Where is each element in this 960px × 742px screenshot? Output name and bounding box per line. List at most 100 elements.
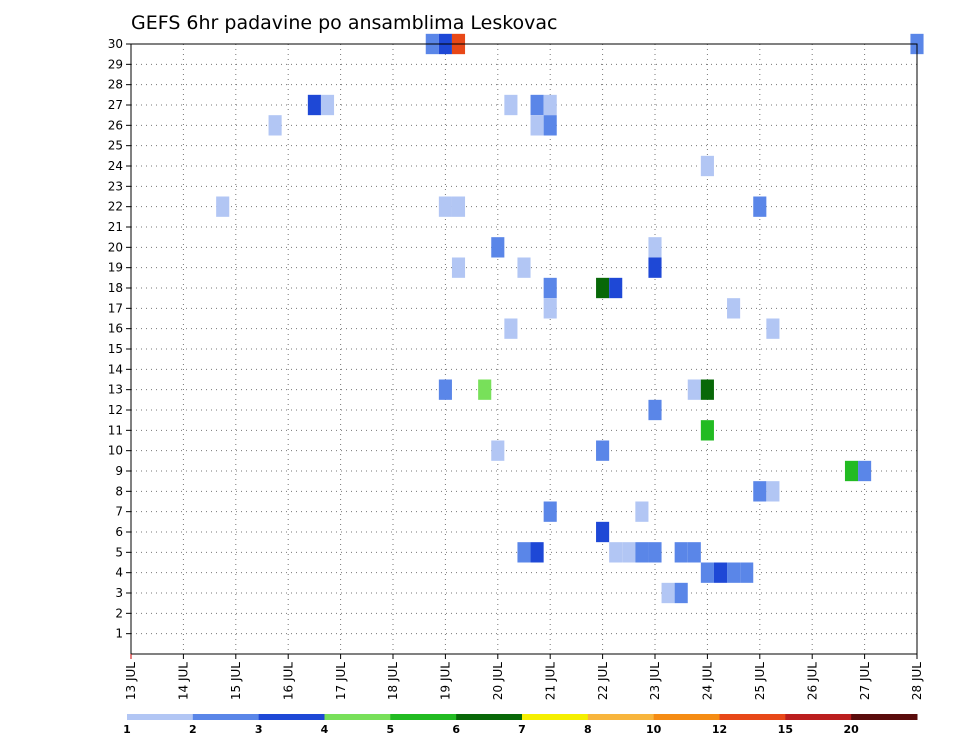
y-tick-label: 26 <box>108 118 123 132</box>
colorbar-swatch <box>851 714 918 720</box>
heatmap-cell <box>700 420 714 441</box>
colorbar-label: 7 <box>518 723 526 736</box>
heatmap-cell <box>648 237 662 258</box>
colorbar-label: 20 <box>844 723 860 736</box>
heatmap-cell <box>530 542 544 563</box>
heatmap-cell <box>766 318 780 339</box>
x-tick-label: 22 JUL <box>596 662 610 700</box>
y-tick-label: 11 <box>108 423 123 437</box>
heatmap-cell <box>451 196 466 217</box>
y-tick-label: 18 <box>108 281 123 295</box>
y-tick-label: 23 <box>108 179 123 193</box>
x-tick-label: 16 JUL <box>281 662 295 700</box>
x-tick-label: 15 JUL <box>229 662 243 700</box>
y-tick-label: 13 <box>108 383 123 397</box>
heatmap-cell <box>753 196 767 217</box>
heatmap-cell <box>543 94 557 116</box>
colorbar-swatch <box>522 714 589 720</box>
heatmap-cell <box>713 562 728 583</box>
x-tick-label: 18 JUL <box>386 662 400 700</box>
heatmap-cell <box>609 542 623 563</box>
y-tick-label: 4 <box>115 566 123 580</box>
heatmap-cell <box>504 94 518 116</box>
colorbar-swatch <box>324 714 391 720</box>
colorbar: 1 2 3 4 5 6 7 8 10 12 15 20 <box>123 714 918 736</box>
heatmap-cell <box>268 115 282 136</box>
y-tick-label: 19 <box>108 261 123 275</box>
heatmap-cell <box>596 440 610 461</box>
y-tick-label: 24 <box>108 159 123 173</box>
heatmap-cell <box>700 155 714 177</box>
heatmap-cell <box>491 237 505 258</box>
y-axis: 1234567891011121314151617181920212223242… <box>108 37 131 641</box>
heatmap-cell <box>661 582 675 604</box>
colorbar-label: 5 <box>387 723 395 736</box>
heatmap-cell <box>307 94 321 116</box>
heatmap-cell <box>727 562 741 583</box>
x-tick-label: 28 JUL <box>910 662 924 700</box>
heatmap-cell <box>543 115 557 136</box>
y-tick-label: 29 <box>108 57 123 71</box>
heatmap-cell <box>530 115 544 136</box>
colorbar-label: 1 <box>123 723 131 736</box>
y-tick-label: 21 <box>108 220 123 234</box>
y-tick-label: 1 <box>115 627 123 641</box>
x-tick-label: 17 JUL <box>334 662 348 700</box>
colorbar-label: 2 <box>189 723 197 736</box>
y-tick-label: 5 <box>115 545 123 559</box>
y-tick-label: 12 <box>108 403 123 417</box>
heatmap-cell <box>320 94 335 116</box>
heatmap-cell <box>596 521 610 543</box>
chart-title: GEFS 6hr padavine po ansamblima Leskovac <box>131 12 558 34</box>
y-tick-label: 15 <box>108 342 123 356</box>
heatmap-cell <box>727 298 741 319</box>
heatmap-cell <box>648 542 662 563</box>
heatmap-cell <box>700 562 714 583</box>
x-tick-label: 20 JUL <box>491 662 505 700</box>
heatmap-cell <box>517 542 531 563</box>
colorbar-label: 3 <box>255 723 263 736</box>
colorbar-label: 4 <box>321 723 329 736</box>
y-tick-label: 17 <box>108 301 123 315</box>
heatmap-cell <box>530 94 544 116</box>
colorbar-swatch <box>192 714 260 720</box>
x-tick-label: 19 JUL <box>439 662 453 700</box>
heatmap-cell <box>596 277 610 299</box>
heatmap-cell <box>674 542 688 563</box>
heatmap-cell <box>687 542 701 563</box>
y-tick-label: 9 <box>115 464 123 478</box>
y-tick-label: 3 <box>115 586 123 600</box>
y-tick-label: 20 <box>108 240 123 254</box>
y-tick-label: 8 <box>115 484 123 498</box>
colorbar-label: 15 <box>778 723 793 736</box>
heatmap-cell <box>622 542 636 563</box>
heatmap-cell <box>648 399 662 421</box>
heatmap-cell <box>543 501 557 522</box>
y-tick-label: 10 <box>108 444 123 458</box>
colorbar-swatch <box>719 714 786 720</box>
y-tick-label: 25 <box>108 139 123 153</box>
y-tick-label: 28 <box>108 78 123 92</box>
y-tick-label: 27 <box>108 98 123 112</box>
colorbar-swatch <box>127 714 194 720</box>
y-tick-label: 7 <box>115 505 123 519</box>
heatmap-cell <box>700 379 714 400</box>
heatmap-cell <box>635 542 649 563</box>
x-tick-label: 23 JUL <box>648 662 662 700</box>
grid-lines <box>130 43 918 654</box>
heatmap-cell <box>648 257 662 278</box>
heatmap-cells <box>216 33 924 604</box>
y-tick-label: 2 <box>115 606 123 620</box>
heatmap-cell <box>517 257 531 278</box>
heatmap-cell <box>674 582 688 604</box>
heatmap-cell <box>478 379 492 400</box>
heatmap-cell <box>858 460 872 482</box>
colorbar-swatch <box>653 714 720 720</box>
colorbar-swatch <box>258 714 325 720</box>
heatmap-cell <box>543 298 557 319</box>
y-tick-label: 22 <box>108 200 123 214</box>
heatmap-cell <box>687 379 701 400</box>
heatmap-cell <box>635 501 649 522</box>
colorbar-swatch <box>785 714 852 720</box>
heatmap-cell <box>766 481 780 502</box>
